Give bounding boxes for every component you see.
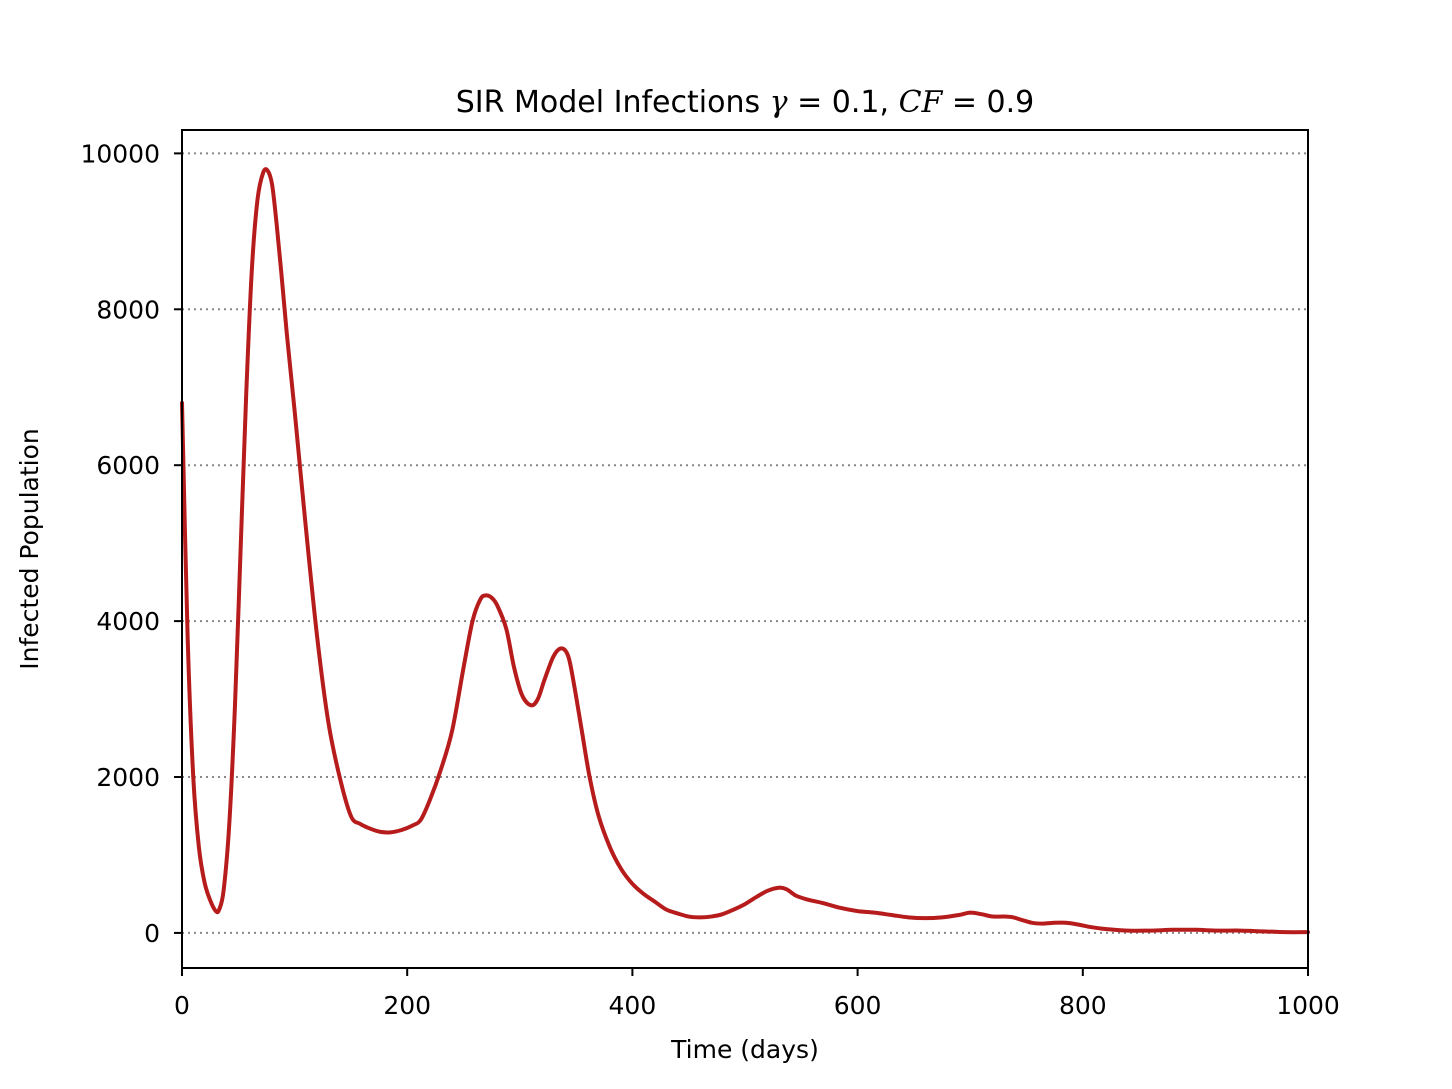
x-tick-label-600: 600 [834, 991, 882, 1020]
grid-lines [182, 152, 1308, 934]
x-tick-label-0: 0 [174, 991, 190, 1020]
series-group [180, 167, 1310, 935]
y-tick-label-0: 0 [144, 919, 160, 948]
y-tick-label-8000: 8000 [96, 295, 160, 324]
x-tick-label-1000: 1000 [1276, 991, 1340, 1020]
x-tick-label-400: 400 [609, 991, 657, 1020]
y-axis: 0 2000 4000 6000 8000 10000 [80, 139, 182, 948]
y-axis-label: Infected Population [15, 428, 44, 670]
x-tick-label-200: 200 [383, 991, 431, 1020]
plot-area-frame [181, 129, 1309, 969]
chart-title: SIR Model Infections γ = 0.1, CF = 0.9 [456, 85, 1035, 120]
x-tick-label-800: 800 [1059, 991, 1107, 1020]
y-tick-label-10000: 10000 [80, 139, 160, 168]
title-cf-symbol: CF [899, 85, 944, 120]
y-tick-label-2000: 2000 [96, 763, 160, 792]
y-tick-label-4000: 4000 [96, 607, 160, 636]
y-tick-label-6000: 6000 [96, 451, 160, 480]
title-gamma-symbol: γ [770, 85, 788, 120]
series-line-0 [180, 167, 1310, 935]
x-axis-label: Time (days) [670, 1035, 819, 1064]
x-axis: 0 200 400 600 800 1000 [174, 968, 1340, 1020]
